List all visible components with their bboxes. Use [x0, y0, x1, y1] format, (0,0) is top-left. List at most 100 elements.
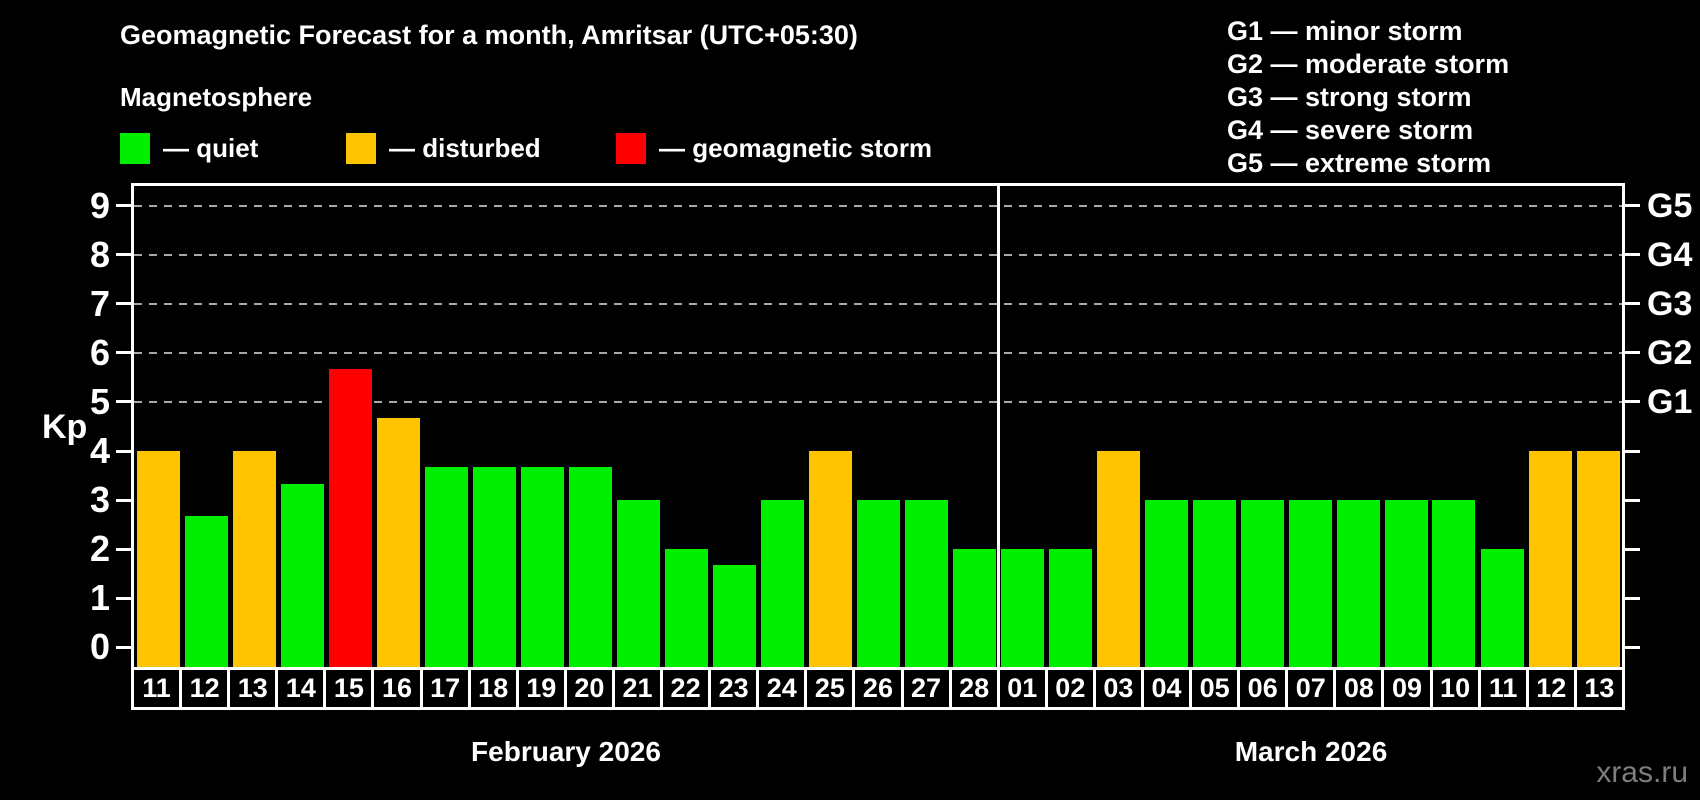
day-cell-mar-07: 07	[1285, 670, 1333, 707]
legend-label-quiet: — quiet	[163, 133, 259, 163]
day-cell-mar-06: 06	[1237, 670, 1285, 707]
g-scale-legend-line-g3: G3 — strong storm	[1227, 82, 1472, 112]
bar-mar-02	[1048, 549, 1092, 667]
day-cell-mar-02: 02	[1044, 670, 1093, 707]
bar-feb-14	[280, 483, 324, 667]
legend-item-quiet: — quiet	[120, 133, 258, 164]
bar-feb-20	[568, 467, 612, 667]
ytick-label-4: 4	[89, 430, 110, 472]
ytick-right-8	[1625, 253, 1640, 257]
bar-feb-22	[664, 549, 708, 667]
legend-item-disturbed: — disturbed	[346, 133, 541, 164]
day-cell-feb-23: 23	[708, 670, 756, 707]
bar-feb-18	[472, 467, 516, 667]
day-cell-feb-15: 15	[323, 670, 371, 707]
legend-label-storm: — geomagnetic storm	[659, 133, 933, 163]
day-cell-feb-11: 11	[142, 673, 171, 703]
ytick-label-5: 5	[89, 380, 110, 422]
day-cell-feb-26: 26	[852, 670, 900, 707]
gridline-kp8	[134, 253, 1622, 256]
g-scale-legend-line-g5: G5 — extreme storm	[1227, 148, 1492, 178]
bar-feb-26	[856, 500, 900, 667]
day-cell-mar-10: 10	[1429, 670, 1478, 707]
bar-feb-28	[952, 549, 996, 667]
bar-feb-19	[520, 467, 564, 667]
ytick-right-6	[1625, 351, 1640, 355]
bar-feb-25	[808, 451, 852, 667]
month-separator-line	[996, 186, 1000, 667]
ytick-label-1: 1	[89, 577, 110, 619]
ytick-right-4	[1625, 449, 1640, 453]
ytick-label-9: 9	[89, 184, 110, 226]
ytick-label-0: 0	[89, 626, 110, 668]
ytick-label-6: 6	[89, 331, 110, 373]
day-cell-feb-18: 18	[467, 670, 516, 707]
bar-mar-07	[1288, 500, 1332, 667]
g-scale-legend-line-g1: G1 — minor storm	[1227, 16, 1463, 46]
bar-mar-05	[1192, 500, 1236, 667]
day-cell-mar-04: 04	[1140, 670, 1189, 707]
day-cell-feb-16: 16	[371, 670, 419, 707]
ytick-label-7: 7	[89, 282, 110, 324]
disturbed-color-swatch-icon	[346, 133, 376, 164]
ytick-left-6	[116, 351, 131, 355]
ytick-right-9	[1625, 204, 1640, 208]
bar-mar-13	[1576, 451, 1620, 667]
x-axis-day-labels: 11 12 13 14 15 16 17 18 19 20 21 22 23 24 25 26 27 28 01 02…	[131, 667, 1625, 710]
ytick-right-2	[1625, 547, 1640, 551]
day-cell-feb-21: 21	[611, 670, 660, 707]
gridline-kp5	[134, 400, 1622, 403]
bar-feb-24	[760, 500, 804, 667]
bar-mar-03	[1096, 451, 1140, 667]
gridline-kp7	[134, 302, 1622, 305]
day-cell-feb-28: 28	[948, 670, 997, 707]
bar-feb-11	[136, 451, 180, 667]
g-label-g5: G5	[1647, 186, 1693, 225]
day-cell-feb-27: 27	[900, 670, 949, 707]
legend-item-storm: — geomagnetic storm	[616, 133, 932, 164]
watermark: xras.ru	[1596, 756, 1688, 789]
g-scale-legend-line-g4: G4 — severe storm	[1227, 115, 1474, 145]
bar-mar-08	[1336, 500, 1380, 667]
ytick-left-2	[116, 547, 131, 551]
gridline-kp6	[134, 351, 1622, 354]
month-label-march: March 2026	[1234, 736, 1388, 767]
day-cell-feb-13: 13	[227, 670, 275, 707]
ytick-left-0	[116, 645, 131, 649]
day-cell-feb-20: 20	[563, 670, 612, 707]
g-label-g4: G4	[1647, 235, 1693, 274]
day-cell-mar-05: 05	[1189, 670, 1237, 707]
ytick-right-1	[1625, 596, 1640, 600]
day-cell-mar-01: 01	[996, 670, 1045, 707]
bar-mar-06	[1240, 500, 1284, 667]
day-cell-feb-12: 12	[179, 670, 227, 707]
bar-feb-23	[712, 565, 756, 667]
bar-mar-09	[1384, 500, 1428, 667]
day-cell-feb-24: 24	[756, 670, 804, 707]
day-cell-feb-14: 14	[275, 670, 323, 707]
g-label-g2: G2	[1647, 333, 1693, 372]
bar-mar-12	[1528, 451, 1572, 667]
day-cell-feb-25: 25	[804, 670, 852, 707]
bar-feb-12	[184, 516, 228, 667]
storm-color-swatch-icon	[616, 133, 646, 164]
day-cell-mar-09: 09	[1381, 670, 1429, 707]
ytick-label-8: 8	[89, 233, 110, 275]
bar-feb-17	[424, 467, 468, 667]
ytick-right-3	[1625, 498, 1640, 502]
day-cell-mar-08: 08	[1333, 670, 1381, 707]
g-label-g1: G1	[1647, 382, 1693, 421]
ytick-left-9	[116, 204, 131, 208]
ytick-left-1	[116, 596, 131, 600]
g-label-g3: G3	[1647, 284, 1693, 323]
bar-mar-11	[1480, 549, 1524, 667]
ytick-left-4	[116, 449, 131, 453]
g-scale-legend: G1 — minor storm G2 — moderate storm G3 …	[1227, 15, 1509, 180]
ytick-right-0	[1625, 645, 1640, 649]
legend-label-disturbed: — disturbed	[389, 133, 541, 163]
bar-mar-10	[1432, 500, 1476, 667]
plot-area: 0 1 2 3 4 5 6 7 8 9 G1 G2 G3 G4 G5	[90, 183, 1692, 667]
ytick-right-5	[1625, 400, 1640, 404]
bar-feb-21	[616, 500, 660, 667]
